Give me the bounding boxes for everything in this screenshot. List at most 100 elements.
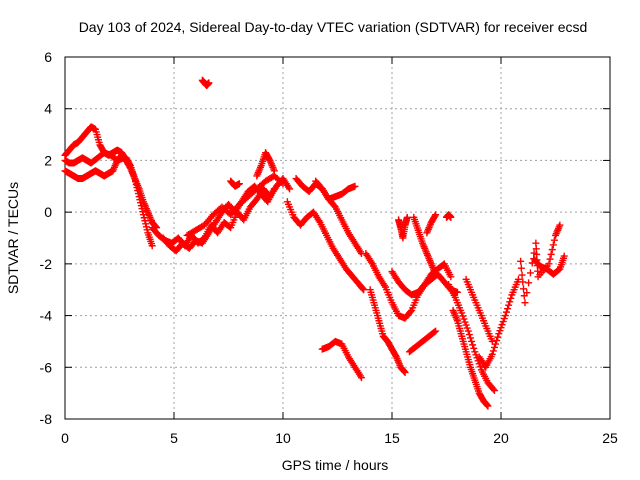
data-point xyxy=(560,252,568,260)
data-point xyxy=(502,308,510,316)
data-point xyxy=(545,260,553,268)
data-point xyxy=(278,178,286,186)
x-tick-label: 0 xyxy=(61,430,69,446)
data-point xyxy=(235,180,243,188)
data-point xyxy=(488,350,496,358)
data-point xyxy=(360,286,368,294)
y-tick-label: 6 xyxy=(44,49,52,65)
data-point xyxy=(489,347,497,355)
data-point xyxy=(447,213,455,221)
x-tick-label: 25 xyxy=(602,430,618,446)
data-point xyxy=(359,285,367,293)
series-track-h xyxy=(253,149,278,180)
data-point xyxy=(490,387,498,395)
data-point xyxy=(494,333,502,341)
y-tick-labels: -8 -6 -4 -2 0 2 4 6 xyxy=(40,49,53,427)
data-point xyxy=(357,374,365,382)
axis-ticks xyxy=(64,56,611,420)
x-tick-label: 10 xyxy=(275,430,291,446)
y-tick-label: -4 xyxy=(40,308,53,324)
series-track-s xyxy=(410,213,440,278)
data-point xyxy=(521,299,529,307)
series-track-g xyxy=(227,177,243,190)
data-point xyxy=(447,273,455,281)
data-point xyxy=(547,250,555,258)
data-point xyxy=(401,368,409,376)
data-point xyxy=(548,246,556,254)
data-point xyxy=(504,305,512,313)
plot-frame xyxy=(64,56,611,420)
data-point xyxy=(484,402,492,410)
x-tick-label: 20 xyxy=(493,430,509,446)
data-point xyxy=(270,167,278,175)
series-track-j xyxy=(283,198,368,294)
series-track-i xyxy=(198,76,213,89)
data-point xyxy=(464,327,472,335)
data-point xyxy=(279,180,287,188)
data-point xyxy=(507,294,515,302)
data-point xyxy=(431,328,439,336)
data-point xyxy=(432,211,440,219)
series-track-l xyxy=(312,177,359,203)
series-track-r xyxy=(405,327,440,356)
data-point xyxy=(286,185,294,193)
x-axis-label: GPS time / hours xyxy=(282,457,389,473)
data-point xyxy=(550,236,558,244)
data-point xyxy=(525,279,533,287)
data-point xyxy=(488,337,496,345)
data-point xyxy=(432,270,440,278)
series-track-e xyxy=(159,182,278,255)
series-track-y xyxy=(462,275,496,345)
data-point xyxy=(470,344,478,352)
data-point xyxy=(517,264,525,272)
data-point xyxy=(351,182,359,190)
data-point xyxy=(126,160,134,168)
data-point xyxy=(148,242,156,250)
data-point xyxy=(518,271,526,279)
y-tick-label: 0 xyxy=(44,204,52,220)
data-point xyxy=(526,269,534,277)
data-point xyxy=(493,337,501,345)
y-tick-label: -8 xyxy=(40,411,53,427)
series-track-c xyxy=(61,149,128,167)
data-point xyxy=(506,298,514,306)
data-point xyxy=(517,257,525,265)
data-point xyxy=(469,341,477,349)
data-points xyxy=(61,76,568,410)
data-point xyxy=(556,221,564,229)
y-tick-label: -2 xyxy=(40,256,53,272)
data-point xyxy=(519,278,527,286)
y-tick-label: 4 xyxy=(44,101,52,117)
series-track-x xyxy=(475,275,522,371)
series-track-t xyxy=(423,211,440,237)
y-tick-label: -6 xyxy=(40,359,53,375)
data-point xyxy=(400,368,408,376)
data-point xyxy=(270,185,278,193)
data-point xyxy=(403,213,411,221)
y-axis-label: SDTVAR / TECUs xyxy=(5,182,21,294)
series-track-b xyxy=(61,151,156,250)
x-tick-labels: 0 5 10 15 20 25 xyxy=(61,430,618,446)
series-track-aa xyxy=(530,252,568,278)
data-point xyxy=(549,241,557,249)
series-track-u xyxy=(443,211,455,221)
data-point xyxy=(466,334,474,342)
data-point xyxy=(483,401,491,409)
x-tick-label: 5 xyxy=(170,430,178,446)
series-track-q xyxy=(395,213,411,242)
y-tick-label: 2 xyxy=(44,152,52,168)
data-point xyxy=(514,275,522,283)
data-point xyxy=(120,154,128,162)
data-point xyxy=(432,327,440,335)
series-track-w xyxy=(449,306,492,410)
grid-lines xyxy=(65,57,610,419)
data-point xyxy=(431,212,439,220)
series-track-f xyxy=(183,172,287,239)
chart-title: Day 103 of 2024, Sidereal Day-to-day VTE… xyxy=(79,19,588,35)
series-track-o xyxy=(366,286,409,376)
data-point xyxy=(523,289,531,297)
data-point xyxy=(546,255,554,263)
data-point xyxy=(505,301,513,309)
x-tick-label: 15 xyxy=(384,430,400,446)
